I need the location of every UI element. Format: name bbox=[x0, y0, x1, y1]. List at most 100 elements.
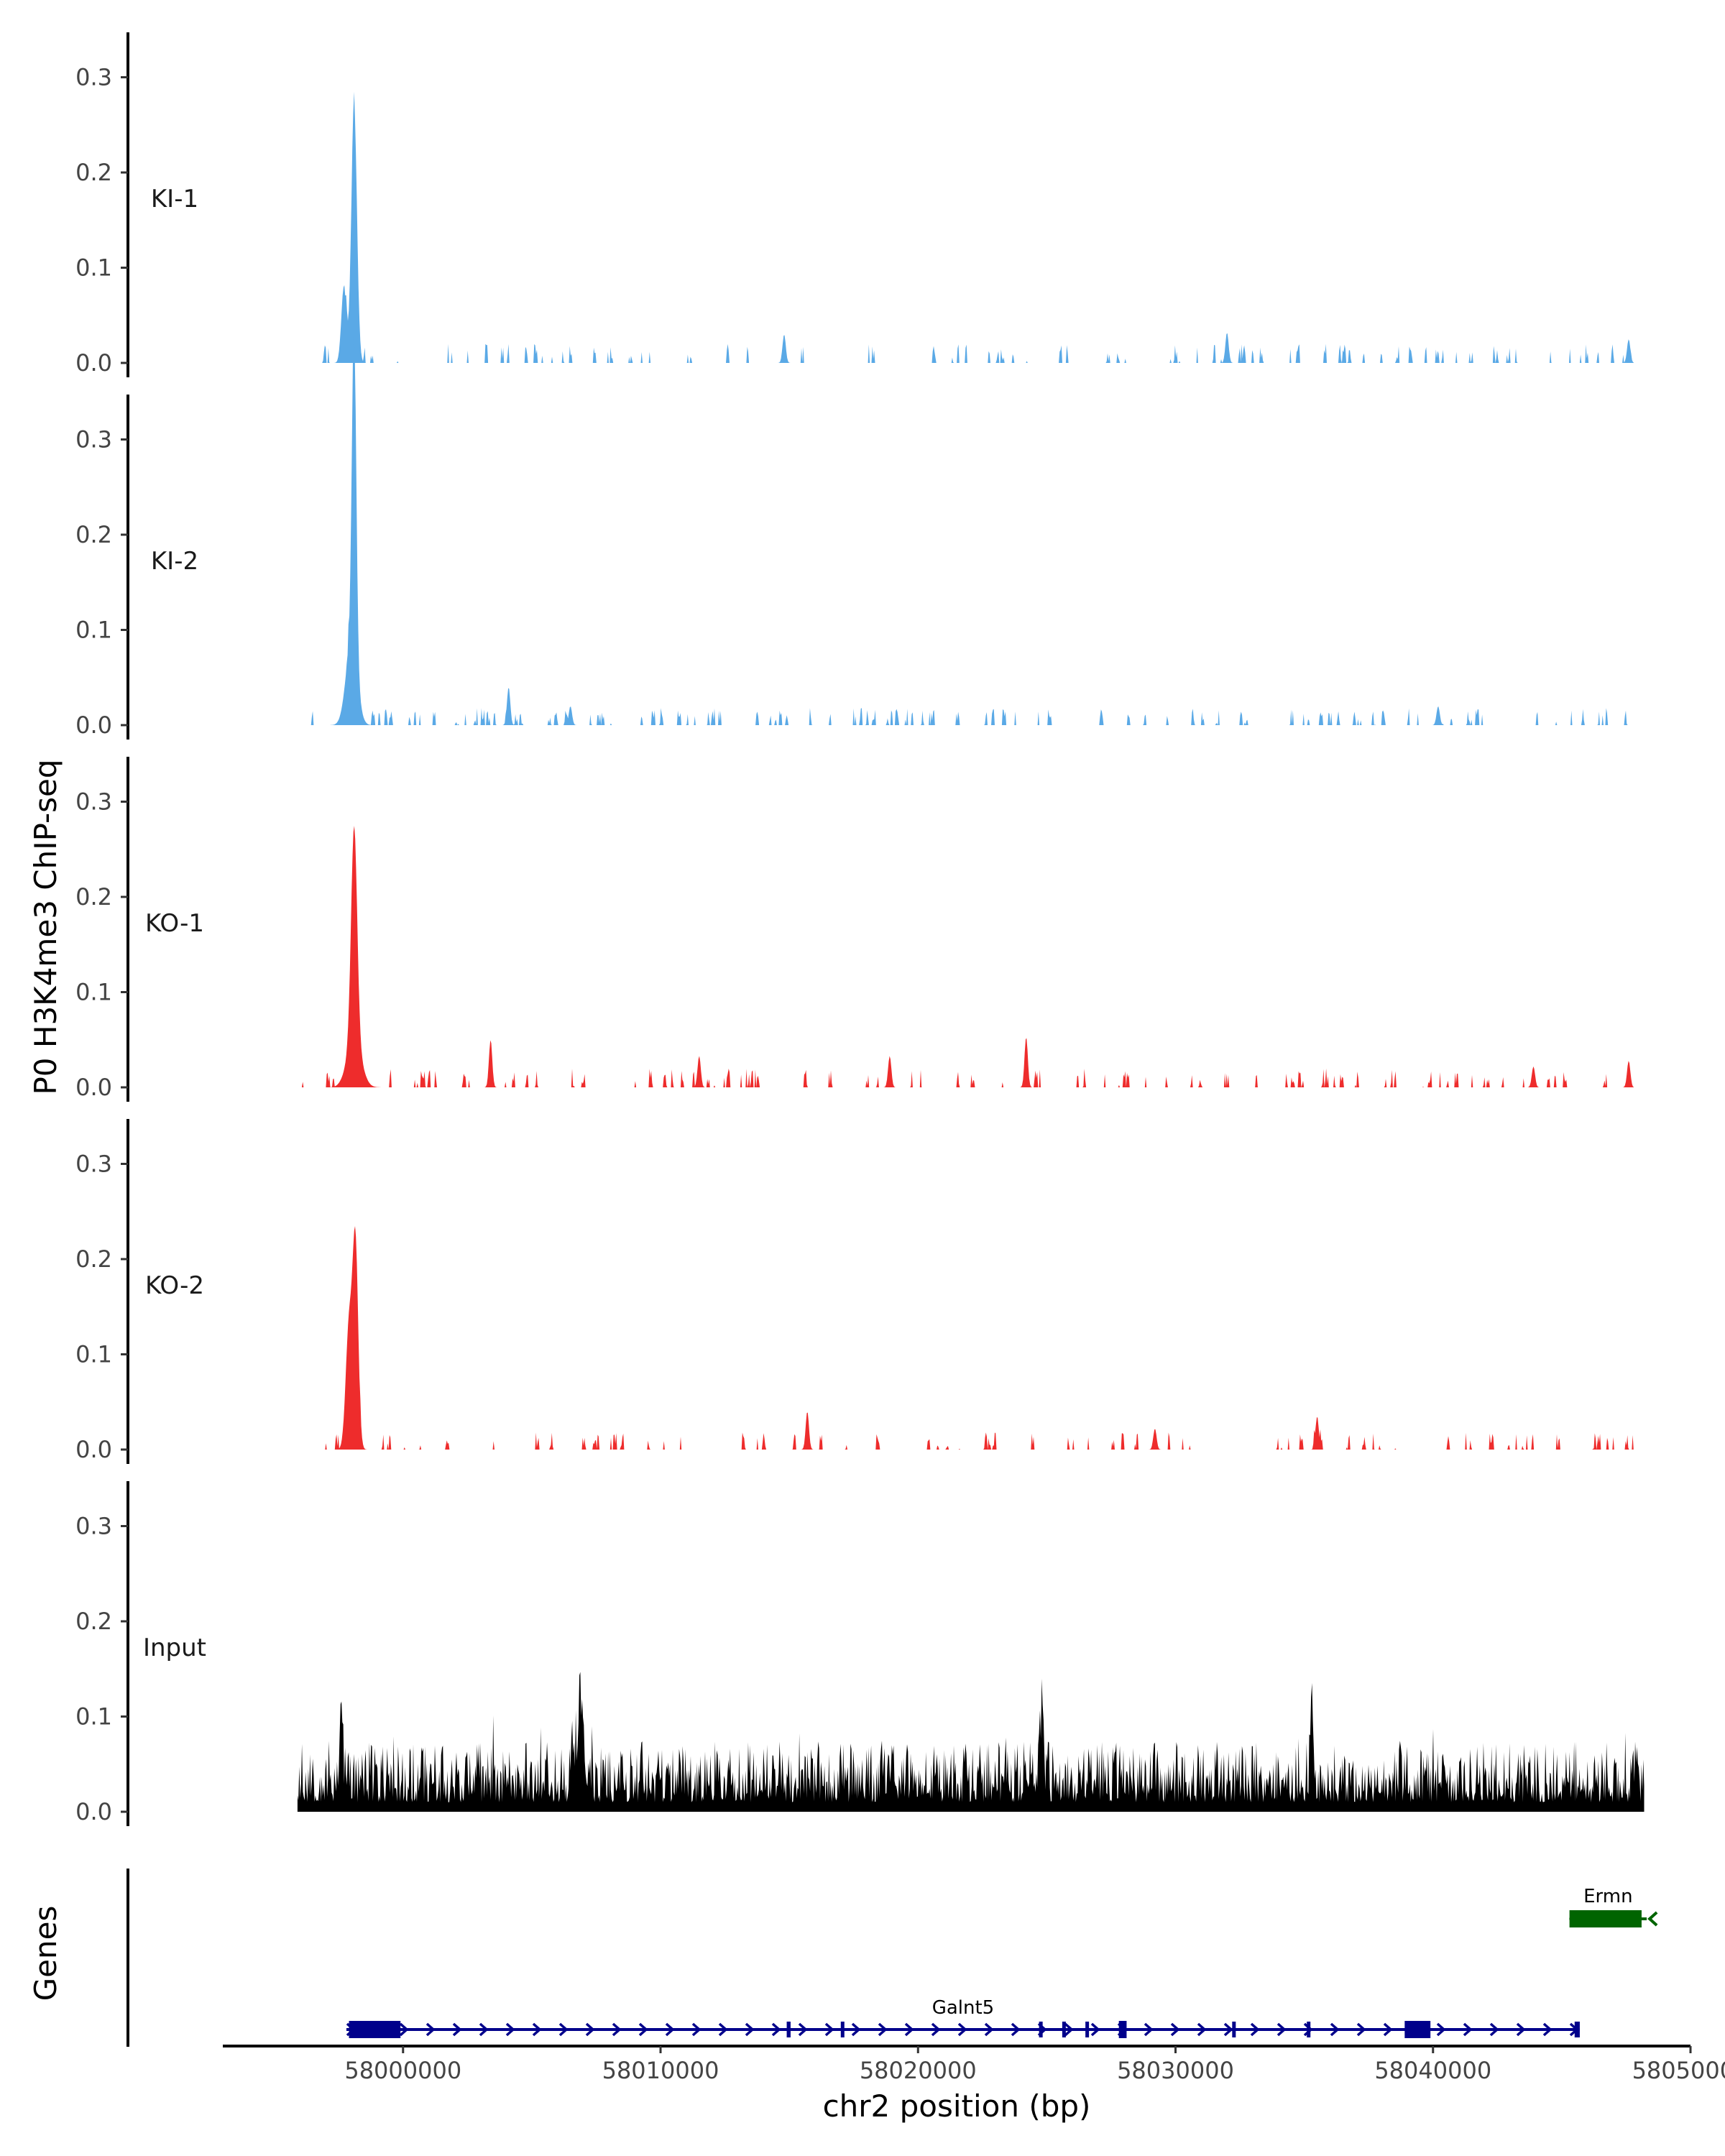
track-label: KO-1 bbox=[145, 909, 204, 938]
gene-exon bbox=[1085, 2022, 1090, 2037]
gene-exon bbox=[1232, 2022, 1236, 2037]
strand-arrow bbox=[1330, 2022, 1340, 2037]
x-axis-title: chr2 position (bp) bbox=[823, 2088, 1091, 2124]
track-ko-2: 0.0 0.1 0.2 0.3 KO-2 bbox=[75, 1119, 1644, 1464]
gene-exon bbox=[786, 2022, 791, 2037]
strand-arrow bbox=[1064, 2022, 1074, 2037]
gene-exon bbox=[1574, 2022, 1580, 2037]
gene-name-label: Ermn bbox=[1583, 1886, 1632, 1907]
track-input: 0.0 0.1 0.2 0.3 Input bbox=[75, 1481, 1644, 1826]
strand-arrow bbox=[1436, 2022, 1446, 2037]
strand-arrow bbox=[1011, 2022, 1021, 2037]
strand-arrow bbox=[612, 2022, 622, 2037]
track-ki-2: 0.0 0.1 0.2 0.3 KI-2 bbox=[75, 328, 1634, 740]
strand-arrow bbox=[1647, 1911, 1658, 1927]
y-tick-label: 0.3 bbox=[75, 1513, 112, 1540]
strand-arrow bbox=[1144, 2022, 1154, 2037]
strand-arrow bbox=[931, 2022, 941, 2037]
x-axis: 58000000 58010000 58020000 58030000 58040000… bbox=[223, 2045, 1725, 2084]
x-tick-label: 58020000 bbox=[860, 2057, 977, 2084]
coverage-area-input bbox=[297, 1672, 1644, 1812]
y-tick-label: 0.3 bbox=[75, 426, 112, 453]
strand-arrow bbox=[1223, 2022, 1233, 2037]
y-tick-label: 0.0 bbox=[75, 1074, 112, 1101]
strand-arrow bbox=[798, 2022, 808, 2037]
x-tick-label: 58030000 bbox=[1117, 2057, 1234, 2084]
strand-arrow bbox=[771, 2022, 781, 2037]
strand-arrow bbox=[1356, 2022, 1366, 2037]
strand-arrow bbox=[904, 2022, 914, 2037]
strand-arrow bbox=[1542, 2022, 1552, 2037]
strand-arrow bbox=[532, 2022, 542, 2037]
strand-arrow bbox=[1463, 2022, 1473, 2037]
y-tick-label: 0.3 bbox=[75, 788, 112, 816]
gene-exon bbox=[1569, 1910, 1642, 1927]
track-label: Input bbox=[143, 1634, 206, 1662]
strand-arrow bbox=[1303, 2022, 1313, 2037]
y-tick-label: 0.0 bbox=[75, 1798, 112, 1825]
y-tick-label: 0.3 bbox=[75, 1151, 112, 1178]
gene-exon bbox=[840, 2022, 845, 2037]
strand-arrow bbox=[452, 2022, 462, 2037]
strand-arrow bbox=[505, 2022, 515, 2037]
gene-exon bbox=[1118, 2021, 1127, 2038]
strand-arrow bbox=[1090, 2022, 1100, 2037]
x-tick-label: 58050000 bbox=[1632, 2057, 1725, 2084]
strand-arrow bbox=[638, 2022, 648, 2037]
genes-track-title: Genes bbox=[28, 1906, 63, 2001]
strand-arrow bbox=[878, 2022, 888, 2037]
x-tick-label: 58040000 bbox=[1374, 2057, 1491, 2084]
gene-exon bbox=[1307, 2022, 1311, 2037]
strand-arrow bbox=[957, 2022, 967, 2037]
track-label: KI-2 bbox=[151, 547, 198, 576]
strand-arrow bbox=[1250, 2022, 1260, 2037]
y-tick-label: 0.0 bbox=[75, 1436, 112, 1463]
gene-exon bbox=[1039, 2022, 1043, 2037]
coverage-tracks: 0.00.10.20.3KI-10.00.10.20.3KI-20.00.10.… bbox=[75, 32, 1644, 1826]
strand-arrow bbox=[1170, 2022, 1180, 2037]
strand-arrow bbox=[745, 2022, 755, 2037]
strand-arrow bbox=[426, 2022, 436, 2037]
strand-arrow bbox=[691, 2022, 702, 2037]
y-tick-label: 0.2 bbox=[75, 1608, 112, 1635]
gene-annotation-track: Galnt5 Ermn bbox=[126, 1869, 1658, 2047]
track-ki-1: 0.0 0.1 0.2 0.3 KI-1 bbox=[75, 32, 1634, 377]
strand-arrow bbox=[824, 2022, 834, 2037]
gene-exon bbox=[1404, 2021, 1431, 2038]
y-tick-label: 0.2 bbox=[75, 883, 112, 911]
y-tick-label: 0.3 bbox=[75, 64, 112, 91]
y-tick-label: 0.1 bbox=[75, 979, 112, 1006]
gene-galnt5: Galnt5 bbox=[346, 1997, 1580, 2038]
strand-arrow bbox=[1197, 2022, 1207, 2037]
gene-name-label: Galnt5 bbox=[932, 1997, 995, 2019]
y-tick-label: 0.2 bbox=[75, 1245, 112, 1273]
y-tick-label: 0.2 bbox=[75, 159, 112, 186]
y-tick-label: 0.2 bbox=[75, 521, 112, 548]
y-tick-label: 0.0 bbox=[75, 349, 112, 377]
gene-exon bbox=[349, 2021, 401, 2038]
gene-exon bbox=[1062, 2022, 1066, 2037]
track-ko-1: 0.0 0.1 0.2 0.3 KO-1 bbox=[75, 757, 1634, 1102]
y-tick-label: 0.1 bbox=[75, 254, 112, 282]
strand-arrow bbox=[1516, 2022, 1526, 2037]
gene-ermn: Ermn bbox=[1568, 1886, 1658, 1927]
y-tick-label: 0.1 bbox=[75, 1703, 112, 1731]
strand-arrow bbox=[399, 2022, 409, 2037]
strand-arrow bbox=[665, 2022, 675, 2037]
strand-arrow bbox=[558, 2022, 569, 2037]
y-tick-label: 0.0 bbox=[75, 711, 112, 739]
y-axis-title: P0 H3K4me3 ChIP-seq bbox=[28, 759, 63, 1095]
x-tick-label: 58000000 bbox=[344, 2057, 461, 2084]
strand-arrow bbox=[479, 2022, 489, 2037]
strand-arrow bbox=[585, 2022, 595, 2037]
y-tick-label: 0.1 bbox=[75, 1341, 112, 1368]
track-label: KI-1 bbox=[151, 185, 198, 213]
track-label: KO-2 bbox=[145, 1271, 204, 1300]
strand-arrow bbox=[851, 2022, 861, 2037]
x-tick-label: 58010000 bbox=[602, 2057, 719, 2084]
strand-arrow bbox=[718, 2022, 728, 2037]
y-tick-label: 0.1 bbox=[75, 617, 112, 644]
strand-arrow bbox=[1276, 2022, 1287, 2037]
